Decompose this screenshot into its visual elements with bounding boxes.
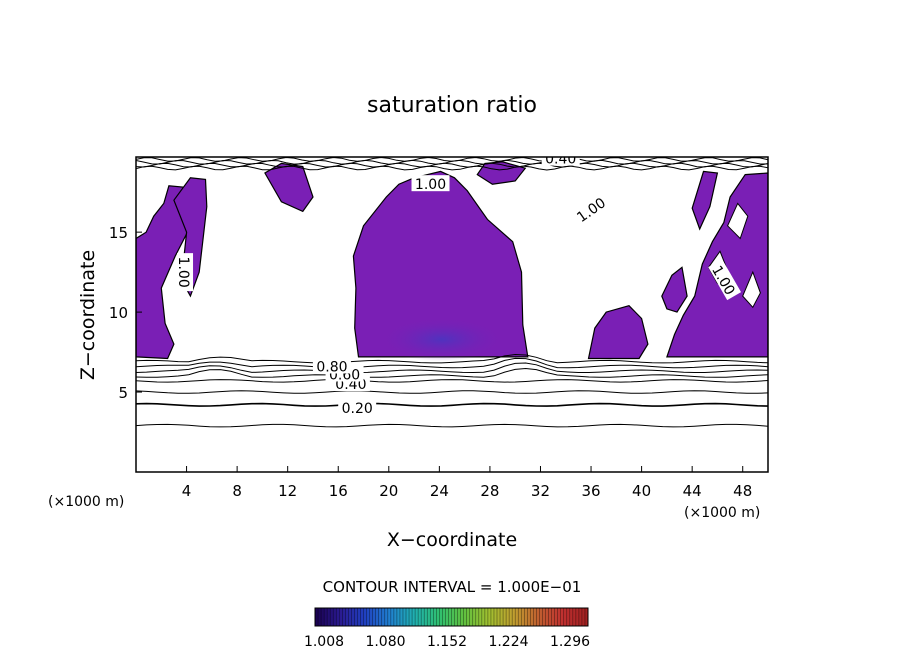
- contour-label-bg: [338, 399, 377, 416]
- contour-label-bg: [708, 259, 742, 301]
- contour-label-group: 1.00: [411, 175, 450, 193]
- contour-line-0.1: [136, 423, 768, 428]
- contour-label-bg: [312, 357, 351, 374]
- chart-title: saturation ratio: [367, 93, 537, 118]
- top-contour-3: [136, 165, 768, 171]
- contour-line-0.2: [136, 402, 768, 407]
- x-tick-label: 4: [182, 482, 192, 500]
- x-tick-label: 16: [329, 482, 348, 500]
- x-tick-label: 32: [531, 482, 550, 500]
- x-tick-label: 24: [430, 482, 449, 500]
- x-tick-label: 20: [379, 482, 398, 500]
- contour-lines: [136, 157, 768, 428]
- contour-label-group: 1.00: [570, 191, 611, 227]
- colorbar-tick-label: 1.080: [365, 634, 405, 650]
- x-tick-label: 36: [581, 482, 600, 500]
- colorbar-tick-label: 1.224: [488, 634, 528, 650]
- contour-label: 0.80: [316, 359, 347, 375]
- x-tick-label: 40: [632, 482, 651, 500]
- x-axis-label: X−coordinate: [387, 529, 517, 551]
- y-unit-label: (×1000 m): [48, 494, 124, 510]
- plot-area: 0.200.400.600.801.001.001.00 1.000.40: [136, 152, 768, 428]
- contour-line-0.6: [136, 362, 768, 374]
- contour-label-group: 0.80: [312, 357, 351, 375]
- x-axis-ticks: 4 8 12 16 20 24 28 32 36 40 44 48: [182, 466, 752, 500]
- y-tick-label: 5: [118, 384, 128, 402]
- contour-label-bg: [177, 253, 194, 292]
- y-axis-ticks: 5 10 15: [109, 224, 142, 402]
- contour-label: 1.00: [415, 177, 446, 193]
- supersaturation-region-5: [587, 305, 649, 360]
- contour-label: 0.40: [545, 152, 576, 168]
- colorbar-tick-label: 1.296: [550, 634, 590, 650]
- supersaturation-region-7: [691, 170, 719, 231]
- colorbar-tick-label: 1.008: [304, 634, 344, 650]
- y-axis-label: Z−coordinate: [77, 250, 99, 380]
- subsaturated-hole-2: [742, 270, 761, 309]
- contour-label-group: 1.00: [175, 253, 194, 292]
- colorbar-tick-labels: 1.008 1.080 1.152 1.224 1.296: [304, 634, 590, 650]
- colorbar: 1.008 1.080 1.152 1.224 1.296: [304, 607, 590, 650]
- contour-label-group: 0.20: [338, 399, 377, 417]
- x-tick-label: 28: [480, 482, 499, 500]
- contour-label: 1.00: [175, 257, 191, 288]
- contour-interval-text: CONTOUR INTERVAL = 1.000E−01: [323, 578, 582, 596]
- contour-line-0.8: [136, 353, 768, 364]
- supersaturation-fill-regions: [136, 161, 768, 362]
- colorbar-tick-label: 1.152: [427, 634, 467, 650]
- supersaturation-region-1: [173, 177, 208, 298]
- y-tick-label: 15: [109, 224, 128, 242]
- x-unit-label: (×1000 m): [684, 505, 760, 521]
- supersaturation-region-3: [352, 170, 529, 358]
- subsaturated-hole-0: [727, 202, 749, 240]
- contour-label: 0.20: [342, 401, 373, 417]
- contour-label-bg: [541, 157, 580, 166]
- cloud-base-shading: [379, 317, 504, 362]
- contour-label-bg: [411, 175, 450, 192]
- y-tick-label: 10: [109, 304, 128, 322]
- plot-frame: [135, 156, 769, 473]
- x-tick-label: 8: [232, 482, 242, 500]
- x-tick-label: 44: [683, 482, 702, 500]
- contour-line-0.5: [136, 367, 768, 378]
- top-contour-2: [136, 162, 768, 168]
- supersaturation-region-2: [264, 162, 314, 213]
- x-tick-label: 12: [278, 482, 297, 500]
- top-contour-1: [136, 159, 768, 165]
- supersaturation-region-8: [661, 266, 688, 313]
- contour-label-bg: [570, 191, 611, 227]
- contour-line-0.3: [136, 390, 768, 394]
- x-tick-label: 48: [733, 482, 752, 500]
- colorbar-stripes: [317, 608, 586, 626]
- contour-line-0.7: [136, 357, 768, 369]
- contour-label-group: 0.40: [541, 152, 580, 168]
- contour-line-0.4: [136, 379, 768, 383]
